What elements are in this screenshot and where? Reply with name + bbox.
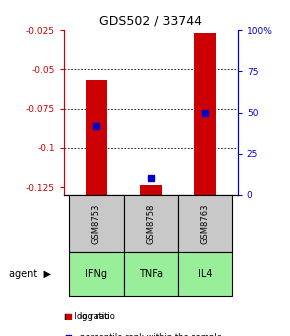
Bar — [140, 185, 162, 195]
Text: IFNg: IFNg — [86, 269, 107, 279]
Text: GSM8758: GSM8758 — [146, 203, 155, 244]
Bar — [178, 195, 232, 252]
Text: IL4: IL4 — [198, 269, 212, 279]
Bar — [194, 33, 216, 195]
Bar — [69, 252, 124, 296]
Text: ■ log ratio: ■ log ratio — [64, 312, 109, 322]
Text: TNFa: TNFa — [139, 269, 163, 279]
Title: GDS502 / 33744: GDS502 / 33744 — [99, 15, 202, 28]
Text: log ratio: log ratio — [80, 312, 115, 322]
Text: GSM8763: GSM8763 — [201, 203, 210, 244]
Bar — [69, 195, 124, 252]
Text: percentile rank within the sample: percentile rank within the sample — [80, 333, 222, 336]
Bar — [124, 252, 178, 296]
Text: ■: ■ — [64, 333, 72, 336]
Text: agent  ▶: agent ▶ — [9, 269, 51, 279]
Bar — [124, 195, 178, 252]
Bar — [86, 80, 107, 195]
Text: GSM8753: GSM8753 — [92, 203, 101, 244]
Bar — [178, 252, 232, 296]
Text: ■: ■ — [64, 312, 72, 322]
